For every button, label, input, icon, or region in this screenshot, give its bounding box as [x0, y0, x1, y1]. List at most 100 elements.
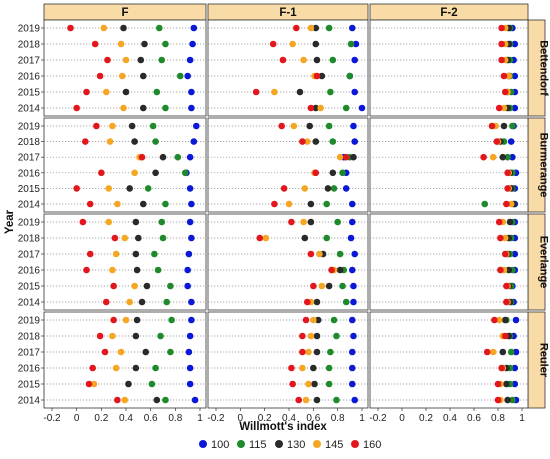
point-burmerange-f-2018-100: [190, 138, 198, 145]
point-reuler-f-2-2014-160: [494, 396, 502, 404]
point-everlange-f-2-2015-160: [503, 282, 510, 290]
y-tick-label-2017: 2017: [18, 56, 41, 67]
point-reuler-f-2019-100: [188, 316, 195, 324]
legend-swatch-160: [351, 440, 359, 448]
y-tick-label-2018: 2018: [18, 40, 41, 51]
point-everlange-f-2-2016-130: [505, 266, 513, 274]
panel-everlange-f: [43, 213, 207, 311]
point-burmerange-f-1-2018-100: [351, 138, 359, 145]
point-bettendorf-f-1-2018-130: [312, 40, 320, 48]
panel-frame: [369, 311, 529, 409]
point-burmerange-f-2017-130: [159, 153, 167, 161]
point-everlange-f-2019-130: [132, 218, 140, 226]
point-reuler-f-2-2015-100: [511, 380, 519, 388]
point-reuler-f-2019-130: [133, 316, 141, 324]
point-everlange-f-2-2018-145: [501, 234, 509, 242]
point-burmerange-f-1-2015-115: [330, 185, 338, 192]
legend-label-145: 145: [325, 439, 343, 451]
point-reuler-f-2-2017-130: [499, 348, 507, 356]
point-bettendorf-f-2014-130: [139, 104, 147, 112]
point-reuler-f-2014-100: [191, 396, 199, 404]
panel-frame: [207, 213, 369, 311]
point-burmerange-f-2-2014-145: [507, 200, 515, 208]
point-reuler-f-1-2016-115: [325, 364, 333, 372]
y-tick-label-2014: 2014: [18, 298, 41, 309]
point-everlange-f-2-2019-130: [506, 218, 514, 226]
legend-swatch-145: [313, 440, 321, 448]
point-reuler-f-2016-160: [89, 364, 96, 372]
point-everlange-f-1-2017-115: [336, 250, 344, 258]
point-everlange-f-2017-130: [132, 250, 140, 258]
y-tick-label-2019: 2019: [18, 122, 41, 133]
point-burmerange-f-1-2014-160: [271, 200, 278, 208]
point-everlange-f-2-2019-160: [495, 218, 503, 226]
point-reuler-f-2-2017-115: [507, 348, 515, 356]
point-burmerange-f-1-2014-100: [348, 200, 356, 208]
point-reuler-f-1-2016-145: [299, 364, 306, 372]
x-tick-label-f-1-0-2: 0.2: [258, 413, 272, 424]
point-everlange-f-2015-160: [110, 282, 117, 290]
point-reuler-f-2-2014-115: [509, 396, 516, 404]
panel-frame: [43, 117, 207, 213]
legend-label-100: 100: [211, 439, 229, 451]
point-everlange-f-1-2015-145: [318, 282, 326, 290]
point-bettendorf-f-2017-115: [158, 56, 166, 64]
point-burmerange-f-2014-145: [114, 200, 121, 208]
point-bettendorf-f-1-2018-115: [347, 40, 355, 48]
point-burmerange-f-2-2017-115: [504, 153, 511, 161]
point-reuler-f-1-2017-115: [327, 348, 334, 356]
point-bettendorf-f-2-2016-100: [511, 72, 519, 80]
panel-frame: [207, 311, 369, 409]
point-bettendorf-f-2-2016-160: [500, 72, 508, 80]
point-everlange-f-2016-145: [109, 266, 116, 274]
point-bettendorf-f-2019-160: [67, 24, 74, 32]
point-bettendorf-f-1-2019-130: [312, 24, 320, 32]
point-bettendorf-f-1-2017-145: [300, 56, 307, 64]
point-bettendorf-f-2017-160: [104, 56, 111, 64]
point-reuler-f-2-2016-160: [498, 364, 505, 372]
point-everlange-f-1-2018-160: [256, 234, 264, 242]
panel-frame: [369, 117, 529, 213]
y-tick-label-2015: 2015: [18, 88, 41, 99]
point-reuler-f-2018-130: [132, 332, 140, 340]
y-axis-title: Year: [4, 209, 16, 234]
point-everlange-f-1-2018-145: [262, 234, 270, 242]
point-bettendorf-f-2-2014-145: [500, 104, 508, 112]
x-tick-label-f-2-0-4: 0.4: [443, 413, 457, 424]
legend-swatch-115: [237, 440, 245, 448]
x-tick-label-f-0-4: 0.4: [119, 413, 133, 424]
point-burmerange-f-1-2014-145: [285, 200, 293, 208]
point-burmerange-f-1-2018-160: [299, 138, 306, 145]
legend-swatch-130: [275, 440, 283, 448]
strip-label-bettendorf: Bettendorf: [538, 40, 550, 96]
point-reuler-f-1-2018-115: [333, 332, 340, 340]
point-bettendorf-f-1-2015-160: [252, 88, 260, 96]
y-tick-label-2018: 2018: [18, 137, 41, 148]
legend-label-115: 115: [249, 439, 267, 451]
point-reuler-f-1-2015-145: [305, 380, 312, 388]
x-tick-label-f-0-8: 0.8: [168, 413, 182, 424]
point-everlange-f-1-2015-100: [350, 282, 357, 290]
point-burmerange-f-1-2015-100: [342, 185, 350, 192]
point-bettendorf-f-2018-145: [117, 40, 125, 48]
point-reuler-f-1-2016-100: [348, 364, 356, 372]
point-everlange-f-1-2016-100: [348, 266, 356, 274]
point-burmerange-f-1-2014-115: [323, 200, 331, 208]
point-bettendorf-f-2014-145: [120, 104, 127, 112]
point-everlange-f-1-2019-130: [307, 218, 315, 226]
point-burmerange-f-1-2016-115: [339, 169, 346, 177]
point-reuler-f-2-2019-130: [501, 316, 509, 324]
y-tick-label-2017: 2017: [18, 250, 41, 261]
point-everlange-f-2-2016-160: [497, 266, 504, 274]
x-tick-label-f-1: 1: [197, 413, 203, 424]
point-reuler-f-2014-115: [162, 396, 169, 404]
point-burmerange-f-2-2014-160: [503, 200, 510, 208]
point-bettendorf-f-2015-115: [153, 88, 161, 96]
point-everlange-f-2019-100: [186, 218, 194, 226]
point-bettendorf-f-2015-100: [188, 88, 195, 96]
point-bettendorf-f-2018-130: [141, 40, 148, 48]
point-bettendorf-f-2018-115: [162, 40, 169, 48]
point-everlange-f-2016-130: [133, 266, 141, 274]
point-reuler-f-2016-130: [132, 364, 140, 372]
point-burmerange-f-1-2015-145: [301, 185, 309, 192]
